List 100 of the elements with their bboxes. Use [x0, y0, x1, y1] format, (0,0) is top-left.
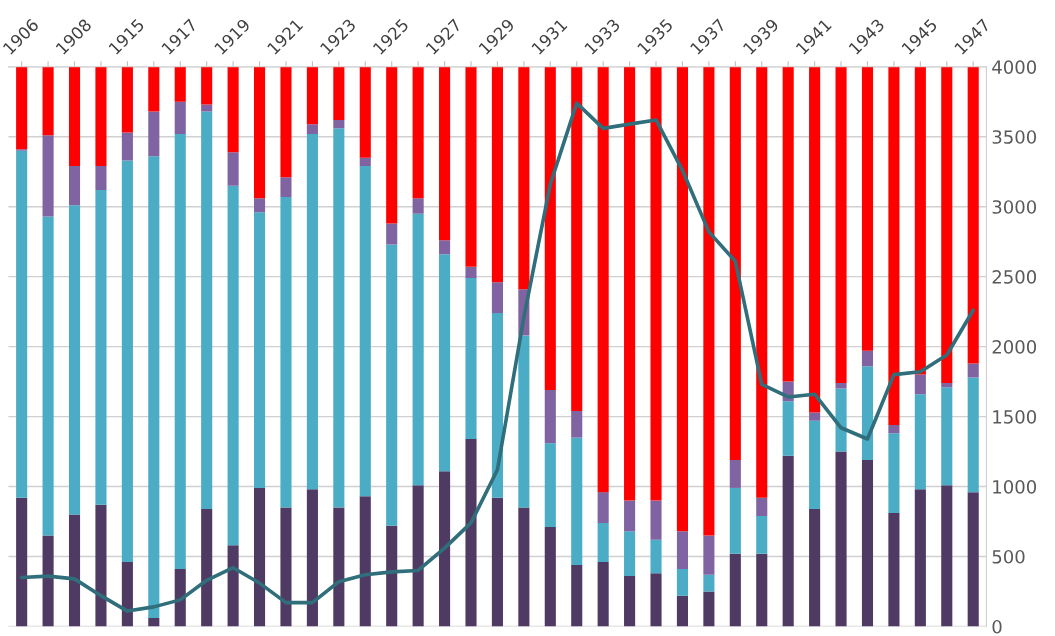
- bar: [42, 535, 54, 627]
- bar: [174, 133, 186, 570]
- bar: [359, 66, 371, 158]
- bar: [624, 576, 636, 627]
- bar: [782, 66, 794, 382]
- bar: [597, 522, 609, 563]
- bar: [412, 66, 424, 199]
- bar: [95, 189, 107, 505]
- bar: [756, 515, 768, 554]
- bar: [121, 562, 133, 627]
- bar: [491, 66, 503, 283]
- bar: [809, 508, 821, 627]
- y-tick-label: 500: [992, 549, 1025, 564]
- bar: [148, 156, 160, 619]
- bar: [729, 66, 741, 460]
- bar: [491, 282, 503, 314]
- bar: [835, 451, 847, 627]
- bar: [174, 66, 186, 102]
- y-tick-label: 2000: [992, 340, 1037, 354]
- bar: [201, 104, 213, 112]
- bar: [201, 508, 213, 627]
- bar: [306, 66, 318, 125]
- bar: [650, 500, 662, 540]
- bar: [914, 66, 926, 375]
- bar: [253, 212, 266, 488]
- bar: [941, 387, 953, 486]
- bar: [227, 152, 239, 186]
- line-series: [19, 101, 976, 613]
- bar: [386, 223, 398, 245]
- bar: [861, 350, 874, 367]
- bar: [201, 66, 213, 105]
- bar: [253, 487, 266, 627]
- bar: [518, 507, 530, 627]
- bar: [68, 166, 81, 206]
- bar: [95, 504, 107, 627]
- bar: [967, 492, 979, 627]
- bar: [68, 205, 81, 515]
- bar: [703, 66, 715, 536]
- bar: [439, 66, 451, 241]
- bar: [703, 591, 715, 627]
- bar: [914, 394, 926, 490]
- bar: [861, 366, 874, 460]
- bar: [201, 111, 213, 509]
- bar: [597, 562, 609, 627]
- bar: [676, 595, 689, 627]
- bar: [650, 539, 662, 574]
- bar: [571, 437, 583, 565]
- bar: [359, 157, 371, 167]
- bar: [227, 185, 239, 546]
- bar: [306, 124, 318, 134]
- bar: [782, 455, 794, 627]
- bar: [809, 420, 821, 509]
- bar: [518, 335, 530, 508]
- bar: [703, 574, 715, 592]
- bar: [465, 66, 477, 267]
- bar: [756, 66, 768, 498]
- bar: [42, 135, 54, 217]
- bar: [676, 66, 689, 532]
- bar: [148, 618, 160, 627]
- bar: [412, 485, 424, 627]
- bar: [333, 128, 345, 508]
- bar: [491, 313, 503, 498]
- bar: [967, 66, 979, 364]
- bar: [914, 374, 926, 395]
- y-tick-label: 1000: [993, 480, 1037, 494]
- bar: [253, 66, 266, 199]
- bar: [412, 198, 424, 214]
- bar: [571, 410, 583, 438]
- bar: [386, 66, 398, 224]
- bar: [676, 569, 689, 596]
- bar: [95, 66, 107, 167]
- bar: [439, 254, 451, 472]
- bar: [227, 66, 239, 153]
- bar: [888, 513, 900, 627]
- bar: [306, 133, 318, 490]
- bar: [16, 150, 28, 498]
- bar: [597, 492, 609, 523]
- bar: [359, 496, 371, 627]
- bar: [439, 240, 451, 255]
- bar: [967, 363, 979, 378]
- bar: [280, 196, 292, 508]
- bar: [703, 535, 715, 575]
- bar: [174, 569, 186, 627]
- bar: [280, 177, 292, 197]
- bar: [333, 507, 345, 627]
- bar: [835, 388, 847, 452]
- bar: [68, 514, 81, 627]
- bar: [491, 497, 503, 627]
- bar: [624, 66, 636, 501]
- bar: [280, 507, 292, 627]
- bar: [756, 497, 768, 516]
- bar: [121, 66, 133, 133]
- bar: [359, 166, 371, 497]
- bar: [571, 66, 583, 411]
- bar: [465, 278, 477, 439]
- bar: [650, 66, 662, 501]
- bar: [571, 564, 583, 627]
- bar: [544, 527, 556, 627]
- bar: [809, 66, 821, 413]
- bar: [756, 553, 768, 627]
